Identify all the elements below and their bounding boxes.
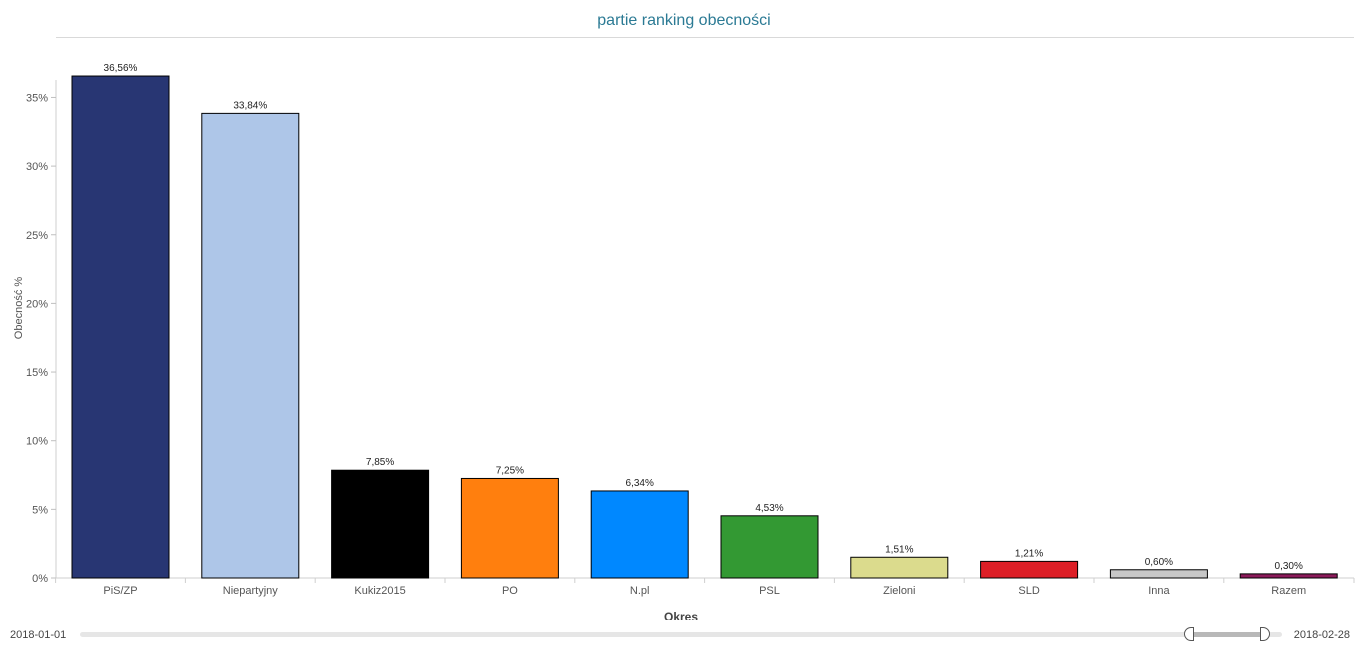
- x-axis: PiS/ZP Niepartyjny Kukiz2015 PO N.pl PSL Zielo…: [55, 577, 1355, 597]
- x-tick-label: Inna: [1148, 585, 1170, 597]
- data-label: 0,60%: [1145, 557, 1173, 568]
- data-label: 36,56%: [104, 63, 138, 74]
- slider-start-handle[interactable]: [1184, 627, 1194, 641]
- data-label: 6,34%: [626, 478, 654, 489]
- bar-inna[interactable]: [1109, 569, 1208, 579]
- x-tick-label: Razem: [1271, 585, 1306, 597]
- data-labels-group: 36,56% 33,84% 7,85% 7,25% 6,34% 4,53% 1,51% 1,2…: [104, 63, 1303, 572]
- x-axis-title: Okres: [664, 610, 698, 620]
- y-tick-label: 5%: [32, 504, 48, 516]
- y-tick-label: 30%: [26, 161, 48, 173]
- y-axis-title: Obecność %: [13, 277, 25, 340]
- data-label: 7,25%: [496, 465, 524, 476]
- data-label: 1,51%: [885, 544, 913, 555]
- bar-chart: 0% 5% 10% 15% 20% 25% 30% 35% PiS/ZP Niepartyjny…: [13, 63, 1355, 620]
- y-tick-label: 20%: [26, 298, 48, 310]
- y-tick-label: 15%: [26, 367, 48, 379]
- title-divider: [56, 37, 1354, 38]
- slider-selected-range[interactable]: [1190, 632, 1264, 637]
- bar-kukiz2015[interactable]: [331, 469, 430, 579]
- data-label: 1,21%: [1015, 548, 1043, 559]
- range-start-date: 2018-01-01: [10, 629, 67, 641]
- x-tick-label: N.pl: [630, 585, 650, 597]
- data-label: 0,30%: [1275, 561, 1303, 572]
- x-tick-label: Kukiz2015: [354, 585, 405, 597]
- bar-razem[interactable]: [1239, 573, 1338, 579]
- y-tick-label: 25%: [26, 230, 48, 242]
- x-tick-label: SLD: [1018, 585, 1039, 597]
- x-tick-label: PO: [502, 585, 518, 597]
- bar-n-pl[interactable]: [590, 490, 689, 579]
- date-range-slider[interactable]: 2018-01-01 2018-02-28: [0, 624, 1368, 648]
- x-tick-label: PiS/ZP: [103, 585, 137, 597]
- bar-sld[interactable]: [980, 560, 1079, 579]
- bar-niepartyjny[interactable]: [201, 112, 300, 579]
- y-axis: 0% 5% 10% 15% 20% 25% 30% 35%: [26, 80, 57, 585]
- bars-group: [71, 75, 1338, 579]
- x-tick-label: Zieloni: [883, 585, 915, 597]
- bar-po[interactable]: [460, 477, 559, 579]
- bar-psl[interactable]: [720, 515, 819, 579]
- y-tick-label: 10%: [26, 436, 48, 448]
- data-label: 7,85%: [366, 457, 394, 468]
- bar-zieloni[interactable]: [850, 556, 949, 579]
- x-tick-label: Niepartyjny: [223, 585, 279, 597]
- data-label: 4,53%: [755, 503, 783, 514]
- range-end-date: 2018-02-28: [1293, 629, 1350, 641]
- slider-track[interactable]: [80, 632, 1282, 637]
- data-label: 33,84%: [233, 100, 267, 111]
- y-tick-label: 35%: [26, 92, 48, 104]
- bar-pis-zp[interactable]: [71, 75, 170, 579]
- chart-title: partie ranking obecności: [597, 12, 771, 29]
- x-tick-label: PSL: [759, 585, 780, 597]
- slider-end-handle[interactable]: [1260, 627, 1270, 641]
- y-tick-label: 0%: [32, 573, 48, 585]
